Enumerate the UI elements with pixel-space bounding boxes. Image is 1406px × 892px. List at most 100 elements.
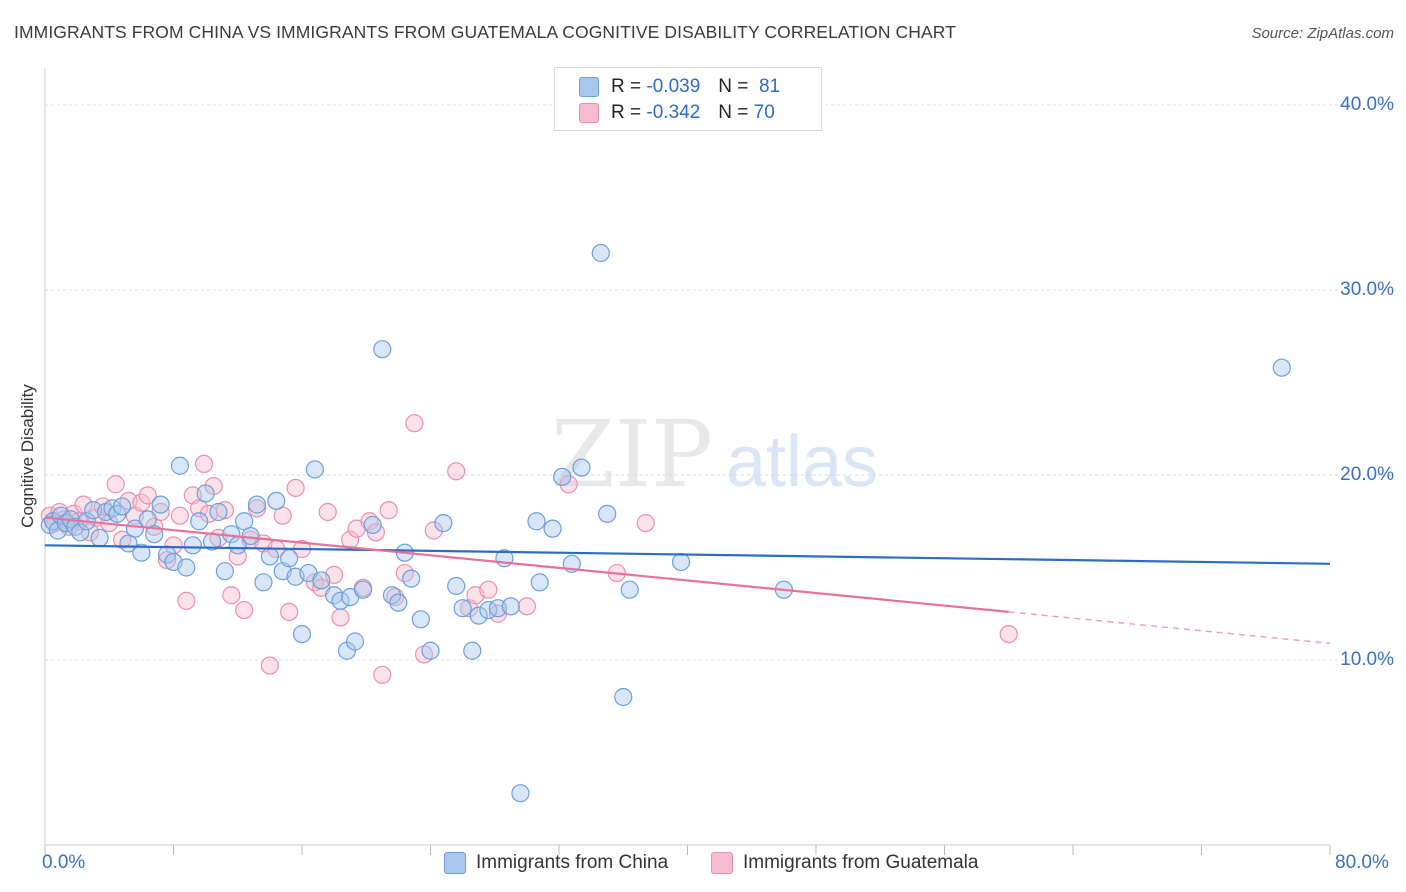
china-point <box>190 512 209 531</box>
stats-legend: R = -0.039 N = 81 R = -0.342 N = 70 <box>554 67 822 131</box>
watermark: ZIP atlas <box>551 401 878 508</box>
guatemala-point <box>405 414 424 433</box>
china-point <box>411 610 430 629</box>
guatemala-point <box>331 608 350 627</box>
china-point <box>511 784 530 803</box>
china-point <box>280 549 299 568</box>
china-point <box>90 528 109 548</box>
grid-lines <box>45 104 1392 661</box>
china-point <box>527 512 546 531</box>
china-point <box>145 525 164 544</box>
legend-item-china[interactable]: Immigrants from China <box>444 852 668 874</box>
guatemala-point <box>235 600 254 620</box>
china-point <box>463 641 482 660</box>
china-point <box>345 632 365 651</box>
china-point <box>170 456 190 475</box>
guatemala-point <box>479 580 498 599</box>
china-point <box>434 513 453 533</box>
guatemala-point <box>386 587 405 607</box>
guatemala-point <box>280 602 299 622</box>
china-point <box>501 597 520 616</box>
china-point <box>447 576 466 596</box>
legend-china-swatch <box>444 852 466 874</box>
y-tick-label: 10.0% <box>1340 649 1394 670</box>
stats-row-china: R = -0.039 N = 81 <box>579 74 780 100</box>
guatemala-point <box>132 493 151 512</box>
y-tick-label: 30.0% <box>1340 279 1394 300</box>
guatemala-point <box>138 486 157 505</box>
guatemala-point <box>447 462 466 481</box>
china-point <box>614 687 633 707</box>
legend-item-guatemala[interactable]: Immigrants from Guatemala <box>711 852 978 874</box>
china-point <box>382 586 402 605</box>
guatemala-point <box>373 665 392 684</box>
watermark-zip: ZIP <box>551 401 713 508</box>
guatemala-point <box>559 475 578 494</box>
guatemala-point <box>379 501 398 520</box>
china-point <box>620 580 639 599</box>
china-point <box>402 569 421 588</box>
china-swatch <box>579 77 599 97</box>
china-point <box>1272 358 1291 377</box>
china-point <box>389 593 408 612</box>
china-point <box>267 491 286 510</box>
r-label: R = <box>611 102 642 123</box>
guatemala-point <box>194 454 214 473</box>
china-point <box>353 580 373 599</box>
legend-guatemala-label: Immigrants from Guatemala <box>743 852 979 873</box>
china-point <box>125 519 145 538</box>
chart-title: IMMIGRANTS FROM CHINA VS IMMIGRANTS FROM… <box>14 22 957 42</box>
x-tick-min: 0.0% <box>42 852 86 873</box>
stats-row-guatemala: R = -0.342 N = 70 <box>579 100 775 126</box>
source-credit: Source: ZipAtlas.com <box>1251 25 1394 42</box>
china-point <box>530 573 549 592</box>
guatemala-swatch <box>579 103 599 123</box>
y-axis-label: Cognitive Disability <box>18 384 37 528</box>
guatemala-point <box>106 475 125 494</box>
guatemala-n-value: 70 <box>753 102 775 123</box>
x-tick-max: 80.0% <box>1335 852 1389 873</box>
china-points <box>40 243 1291 803</box>
axes <box>44 68 1331 855</box>
china-point <box>453 599 472 618</box>
watermark-atlas: atlas <box>726 422 878 502</box>
china-point <box>254 573 273 592</box>
china-point <box>66 517 85 536</box>
china-point <box>598 504 617 523</box>
china-point <box>71 523 90 542</box>
china-trend-line <box>44 544 1331 565</box>
china-point <box>421 641 440 660</box>
guatemala-point <box>177 591 196 610</box>
china-point <box>543 519 562 538</box>
china-point <box>572 458 591 477</box>
china-r-value: -0.039 <box>646 76 701 97</box>
guatemala-point <box>260 656 279 675</box>
guatemala-point <box>215 501 234 520</box>
guatemala-trend-line <box>44 516 1009 613</box>
china-point <box>260 547 279 566</box>
china-point <box>591 243 610 263</box>
china-point <box>183 536 202 555</box>
guatemala-point <box>424 521 443 540</box>
legend-guatemala-swatch <box>711 852 733 874</box>
china-point <box>469 606 488 625</box>
china-point <box>292 624 312 644</box>
china-point <box>331 591 350 610</box>
china-point <box>312 571 331 590</box>
china-point <box>132 543 151 562</box>
n-label: N = <box>718 102 749 123</box>
guatemala-point <box>318 502 337 522</box>
china-point <box>112 497 132 516</box>
china-point <box>177 558 196 577</box>
china-point <box>209 502 228 522</box>
china-point <box>305 460 324 479</box>
guatemala-point <box>286 478 305 498</box>
n-label: N = <box>718 76 749 97</box>
china-point <box>196 484 215 503</box>
guatemala-point <box>517 597 536 616</box>
guatemala-r-value: -0.342 <box>646 102 701 123</box>
guatemala-point <box>170 506 190 525</box>
guatemala-trend-extension <box>1008 611 1331 645</box>
china-n-value: 81 <box>758 76 781 97</box>
